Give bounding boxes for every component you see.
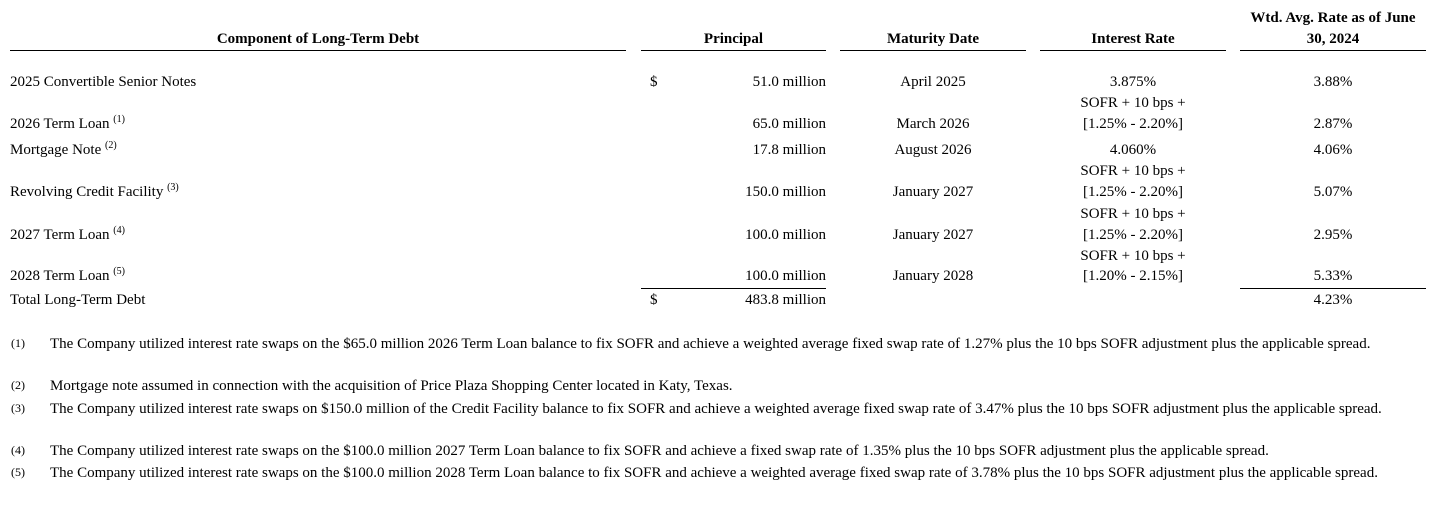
header-rate: Interest Rate	[1091, 31, 1175, 47]
row-rate-line2: [1.25% - 2.20%]	[1083, 227, 1183, 243]
row-name-wrap: 2027 Term Loan (4)	[10, 225, 125, 245]
footnote-text: The Company utilized interest rate swaps…	[50, 465, 1378, 481]
row-principal: 17.8 million	[752, 142, 826, 158]
header-wtd-line2: 30, 2024	[1306, 31, 1360, 47]
total-dollar: $	[650, 292, 658, 308]
row-name-wrap: Revolving Credit Facility (3)	[10, 182, 179, 202]
row-maturity: January 2028	[892, 268, 974, 284]
row-name-wrap: 2028 Term Loan (5)	[10, 266, 125, 286]
header-rule-maturity	[840, 50, 1026, 51]
row-maturity: April 2025	[900, 74, 966, 90]
row-principal: 65.0 million	[752, 116, 826, 132]
row-rate-line1: SOFR + 10 bps +	[1080, 248, 1186, 264]
footnote-mark: (4)	[11, 443, 25, 457]
footnote-ref: (2)	[104, 140, 117, 151]
row-name: Mortgage Note	[10, 142, 102, 158]
row-maturity: January 2027	[892, 184, 974, 200]
row-principal: 100.0 million	[745, 227, 826, 243]
header-rule-rate	[1040, 50, 1226, 51]
header-principal: Principal	[703, 31, 764, 47]
row-name: 2025 Convertible Senior Notes	[10, 74, 197, 90]
total-wtd: 4.23%	[1313, 292, 1353, 308]
footnote-text: The Company utilized interest rate swaps…	[50, 336, 1371, 352]
row-wtd: 5.33%	[1313, 268, 1353, 284]
subtotal-rule-principal	[641, 288, 826, 289]
header-wtd-line1: Wtd. Avg. Rate as of June	[1250, 10, 1416, 26]
row-rate-line1: SOFR + 10 bps +	[1080, 95, 1186, 111]
footnote-mark: (2)	[11, 378, 25, 392]
row-maturity: January 2027	[892, 227, 974, 243]
row-maturity: August 2026	[894, 142, 972, 158]
header-rule-wtd	[1240, 50, 1426, 51]
footnote-ref: (1)	[113, 114, 125, 125]
row-rate-line2: [1.20% - 2.15%]	[1083, 268, 1183, 284]
row-rate: 4.060%	[1109, 142, 1157, 158]
footnote-text: The Company utilized interest rate swaps…	[50, 443, 1269, 459]
row-principal: 150.0 million	[745, 184, 826, 200]
row-rate-line1: SOFR + 10 bps +	[1080, 206, 1186, 222]
row-rate: 3.875%	[1109, 74, 1157, 90]
total-name: Total Long-Term Debt	[10, 292, 146, 308]
row-wtd: 4.06%	[1313, 142, 1353, 158]
footnote-mark: (3)	[11, 401, 25, 415]
header-maturity: Maturity Date	[886, 31, 980, 47]
row-maturity: March 2026	[896, 116, 970, 132]
header-rule-component	[10, 50, 626, 51]
footnote-ref: (5)	[113, 266, 125, 277]
row-name: 2027 Term Loan	[10, 227, 110, 243]
footnote-mark: (5)	[11, 465, 25, 479]
row-rate-line2: [1.25% - 2.20%]	[1083, 116, 1183, 132]
row-principal: 100.0 million	[745, 268, 826, 284]
row-wtd: 2.87%	[1313, 116, 1353, 132]
subtotal-rule-wtd	[1240, 288, 1426, 289]
row-principal: 51.0 million	[752, 74, 826, 90]
row-dollar: $	[650, 74, 658, 90]
row-wtd: 3.88%	[1313, 74, 1353, 90]
footnote-text: Mortgage note assumed in connection with…	[50, 378, 733, 394]
row-name: Revolving Credit Facility	[10, 184, 164, 200]
row-name-wrap: Mortgage Note (2)	[10, 140, 117, 160]
total-principal: 483.8 million	[745, 292, 826, 308]
row-name-wrap: 2026 Term Loan (1)	[10, 114, 125, 134]
row-wtd: 2.95%	[1313, 227, 1353, 243]
footnote-ref: (3)	[167, 182, 179, 193]
row-wtd: 5.07%	[1313, 184, 1353, 200]
footnote-ref: (4)	[113, 225, 125, 236]
row-name: 2026 Term Loan	[10, 116, 110, 132]
footnote-text: The Company utilized interest rate swaps…	[50, 401, 1382, 417]
header-component: Component of Long-Term Debt	[216, 31, 420, 47]
footnote-mark: (1)	[11, 336, 25, 350]
header-rule-principal	[641, 50, 826, 51]
row-rate-line2: [1.25% - 2.20%]	[1083, 184, 1183, 200]
row-rate-line1: SOFR + 10 bps +	[1080, 163, 1186, 179]
row-name: 2028 Term Loan	[10, 268, 110, 284]
